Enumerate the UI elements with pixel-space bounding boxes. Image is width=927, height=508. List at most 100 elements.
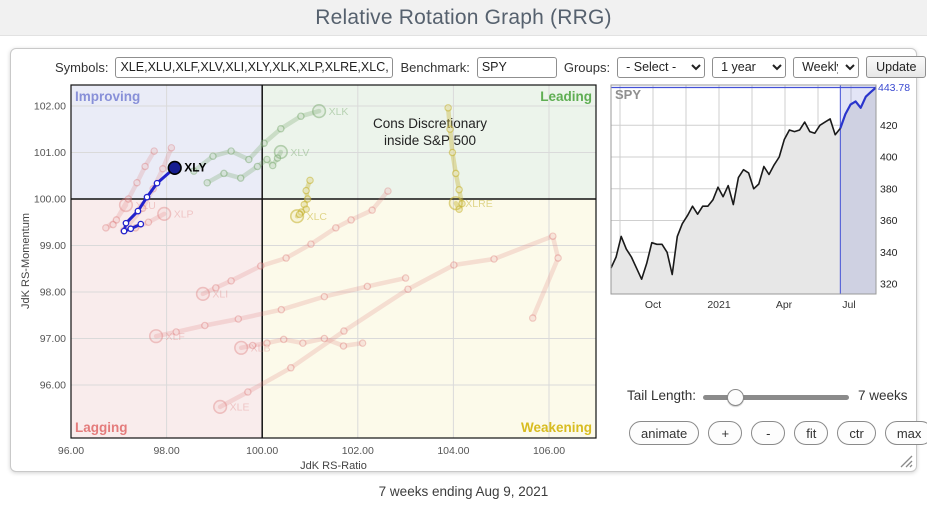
trail-point bbox=[268, 161, 277, 170]
spy-x-tick: Jul bbox=[842, 299, 855, 311]
trail-point bbox=[277, 305, 286, 314]
trail-point bbox=[347, 216, 355, 224]
trail-head-XLV[interactable]: XLV bbox=[273, 144, 310, 160]
trail-head-XLY[interactable]: XLY bbox=[167, 161, 206, 175]
controls-bar: Symbols: Benchmark: Groups: - Select - 1… bbox=[55, 55, 927, 79]
zoom-out-button[interactable]: - bbox=[751, 421, 786, 445]
trail-point bbox=[133, 178, 141, 187]
trail-point bbox=[307, 240, 315, 248]
trail-XLF[interactable]: XLF bbox=[148, 274, 410, 344]
trail-XLK[interactable]: XLK bbox=[190, 104, 349, 175]
tail-length-slider-track[interactable] bbox=[703, 389, 849, 406]
spy-highlight-line bbox=[839, 86, 877, 129]
frequency-select[interactable]: Weekly bbox=[793, 56, 860, 78]
trail-head-marker bbox=[118, 197, 134, 213]
trail-point bbox=[549, 232, 557, 240]
period-select[interactable]: 1 year bbox=[712, 56, 787, 78]
trail-head-XLE[interactable]: XLE bbox=[213, 399, 250, 414]
trail-point bbox=[172, 328, 180, 336]
trail-point bbox=[332, 224, 340, 232]
trail-XLI[interactable]: XLI bbox=[195, 187, 392, 301]
trail-head-XLF[interactable]: XLF bbox=[148, 329, 185, 344]
symbols-input[interactable] bbox=[115, 56, 394, 78]
spy-y-tick: 320 bbox=[880, 279, 898, 291]
page-header: Relative Rotation Graph (RRG) bbox=[0, 0, 927, 36]
spy-y-tick: 360 bbox=[880, 215, 898, 227]
resize-handle-icon[interactable] bbox=[898, 453, 913, 468]
update-button[interactable]: Update bbox=[866, 56, 927, 78]
trail-point bbox=[102, 224, 110, 232]
y-tick-label: 98.00 bbox=[40, 287, 66, 299]
trail-point bbox=[260, 139, 268, 147]
trail-XLE[interactable]: XLE bbox=[213, 232, 562, 414]
trail-point bbox=[444, 104, 452, 112]
trail-XLU[interactable]: XLU bbox=[102, 147, 158, 232]
trail-point bbox=[554, 254, 562, 262]
trail-head-XLB[interactable]: XLB bbox=[234, 340, 271, 355]
trail-point bbox=[404, 285, 412, 293]
trail-head-XLK[interactable]: XLK bbox=[311, 104, 349, 119]
trail-path bbox=[200, 188, 391, 297]
trail-point bbox=[277, 125, 285, 133]
trail-path bbox=[121, 145, 174, 233]
spy-plot-border bbox=[610, 84, 877, 295]
trail-point bbox=[167, 144, 176, 152]
trail-point bbox=[244, 388, 252, 396]
trail-point bbox=[236, 174, 245, 182]
quadrant-weakening bbox=[262, 199, 596, 438]
max-button[interactable]: max bbox=[884, 421, 927, 445]
trail-XLY[interactable]: XLY bbox=[120, 161, 206, 235]
trail-point bbox=[303, 195, 312, 203]
spy-benchmark-chart[interactable]: SPY 320 340 360 380 400 420 443.78 Oct 2021 Apr Jul bbox=[607, 82, 925, 314]
fit-button[interactable]: fit bbox=[794, 421, 829, 445]
tail-length-row: Tail Length: 7 weeks bbox=[11, 387, 918, 407]
trail-path bbox=[294, 178, 313, 219]
benchmark-input[interactable] bbox=[476, 56, 557, 78]
trail-point bbox=[137, 220, 145, 228]
trail-point bbox=[384, 187, 392, 195]
chart-annotation: inside S&P 500 bbox=[384, 133, 476, 148]
trail-XLRE[interactable]: XLRE bbox=[444, 104, 493, 213]
trail-point bbox=[401, 274, 410, 282]
trail-point bbox=[153, 179, 161, 187]
rrg-chart[interactable]: Improving Leading Lagging Weakening 96.00 98.… bbox=[16, 79, 611, 476]
trail-head-XLP[interactable]: XLP bbox=[157, 206, 194, 221]
trail-XLC[interactable]: XLC bbox=[289, 176, 328, 224]
tail-length-slider-handle[interactable] bbox=[727, 389, 744, 406]
trail-XLB[interactable]: XLB bbox=[234, 334, 367, 355]
trail-point bbox=[227, 277, 235, 285]
spy-y-tick: 380 bbox=[880, 183, 898, 195]
tail-length-value: 7 weeks bbox=[858, 388, 908, 403]
trail-symbol-label: XLE bbox=[230, 402, 250, 414]
trail-head-marker bbox=[448, 196, 463, 211]
x-tick-label: 98.00 bbox=[153, 445, 179, 457]
trail-point bbox=[455, 185, 463, 194]
spy-price-line bbox=[610, 118, 841, 280]
trail-XLV[interactable]: XLV bbox=[203, 144, 310, 187]
trail-head-marker bbox=[289, 209, 305, 224]
trail-point bbox=[448, 148, 457, 157]
trail-head-XLRE[interactable]: XLRE bbox=[448, 196, 493, 211]
trail-head-marker bbox=[311, 104, 327, 119]
trail-point bbox=[263, 339, 271, 347]
trail-symbol-label: XLK bbox=[329, 106, 349, 118]
page-title: Relative Rotation Graph (RRG) bbox=[315, 5, 612, 29]
trail-point bbox=[212, 284, 220, 292]
highlight-band bbox=[840, 85, 876, 294]
trail-head-XLC[interactable]: XLC bbox=[289, 209, 328, 224]
zoom-in-button[interactable]: + bbox=[708, 421, 743, 445]
animate-button[interactable]: animate bbox=[629, 421, 700, 445]
trail-point bbox=[201, 321, 209, 330]
trail-head-XLI[interactable]: XLI bbox=[195, 286, 229, 301]
trail-point bbox=[143, 193, 151, 201]
trail-path bbox=[238, 336, 365, 351]
trail-point bbox=[320, 334, 329, 343]
x-tick-label: 102.00 bbox=[342, 445, 374, 457]
trail-point bbox=[144, 218, 153, 226]
trail-point bbox=[248, 341, 257, 350]
trail-point bbox=[245, 155, 253, 164]
y-tick-label: 101.00 bbox=[34, 147, 66, 159]
groups-select[interactable]: - Select - bbox=[617, 56, 706, 78]
center-button[interactable]: ctr bbox=[837, 421, 876, 445]
